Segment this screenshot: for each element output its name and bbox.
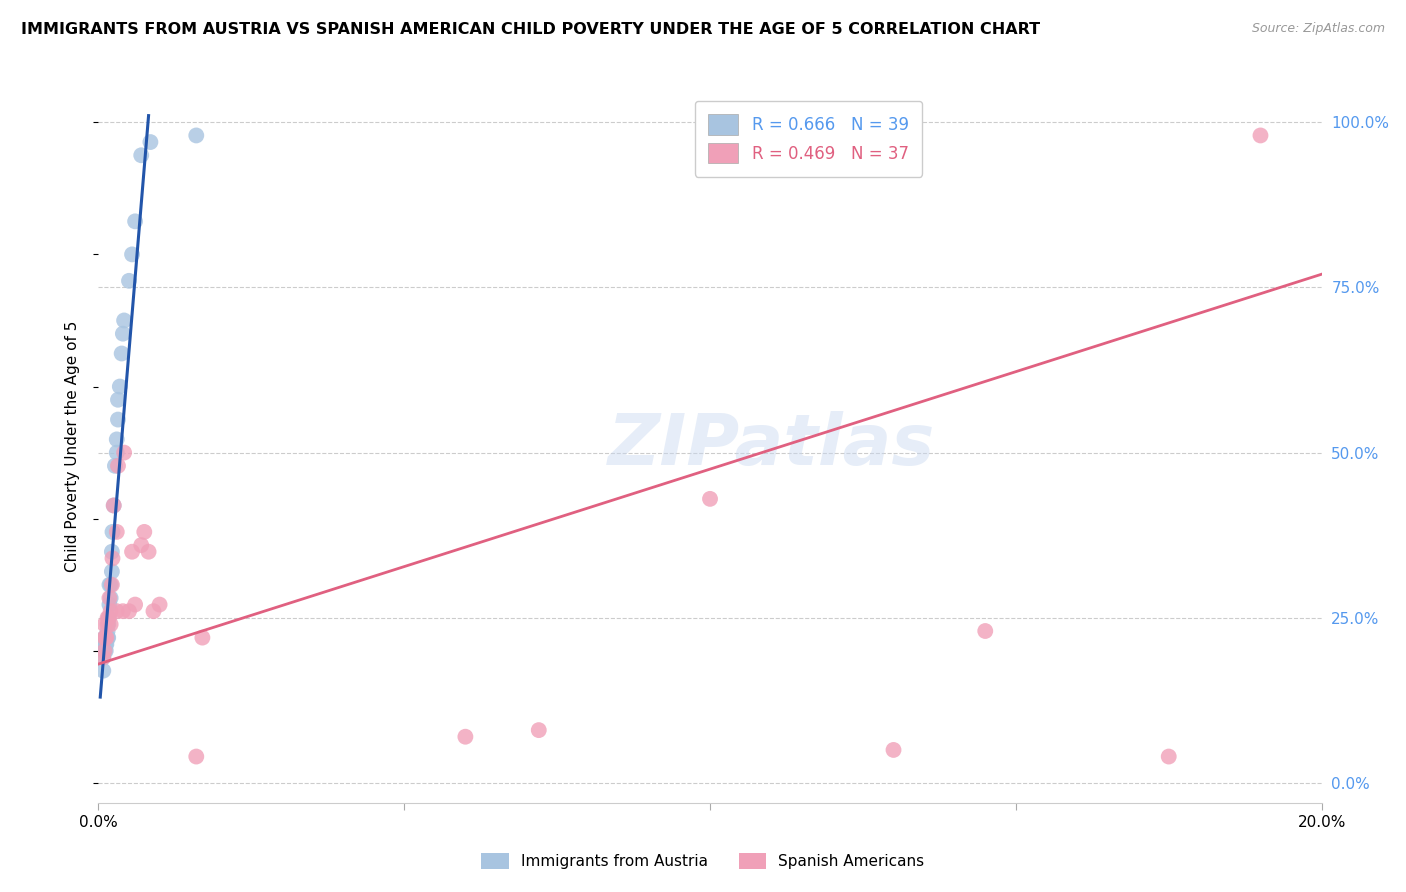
Point — [974, 624, 997, 638]
Point — [97, 631, 120, 645]
Point — [107, 412, 129, 426]
Point — [97, 617, 120, 632]
Point — [97, 617, 120, 632]
Point — [91, 650, 114, 665]
Point — [97, 624, 120, 638]
Point — [527, 723, 550, 738]
Point — [134, 524, 156, 539]
Point — [96, 637, 118, 651]
Point — [93, 631, 115, 645]
Point — [94, 644, 117, 658]
Point — [142, 604, 165, 618]
Point — [1249, 128, 1271, 143]
Point — [94, 631, 117, 645]
Point — [454, 730, 477, 744]
Point — [111, 604, 134, 618]
Point — [93, 637, 115, 651]
Point — [105, 524, 128, 539]
Point — [93, 644, 115, 658]
Point — [129, 148, 152, 162]
Point — [103, 499, 125, 513]
Legend: R = 0.666   N = 39, R = 0.469   N = 37: R = 0.666 N = 39, R = 0.469 N = 37 — [695, 101, 922, 177]
Point — [94, 631, 117, 645]
Point — [97, 611, 120, 625]
Point — [108, 379, 131, 393]
Point — [112, 313, 135, 327]
Point — [98, 598, 121, 612]
Point — [118, 604, 141, 618]
Point — [97, 611, 120, 625]
Point — [94, 637, 117, 651]
Point — [883, 743, 905, 757]
Point — [100, 591, 122, 605]
Y-axis label: Child Poverty Under the Age of 5: Child Poverty Under the Age of 5 — [65, 320, 80, 572]
Point — [93, 644, 115, 658]
Point — [191, 631, 214, 645]
Point — [124, 214, 146, 228]
Point — [112, 445, 135, 459]
Point — [100, 578, 122, 592]
Point — [101, 565, 124, 579]
Point — [105, 445, 128, 459]
Point — [103, 499, 125, 513]
Point — [111, 346, 134, 360]
Point — [101, 551, 124, 566]
Point — [149, 598, 172, 612]
Point — [121, 247, 143, 261]
Point — [186, 128, 208, 143]
Point — [93, 631, 115, 645]
Text: ZIPatlas: ZIPatlas — [607, 411, 935, 481]
Point — [98, 578, 121, 592]
Point — [186, 749, 208, 764]
Text: IMMIGRANTS FROM AUSTRIA VS SPANISH AMERICAN CHILD POVERTY UNDER THE AGE OF 5 COR: IMMIGRANTS FROM AUSTRIA VS SPANISH AMERI… — [21, 22, 1040, 37]
Point — [139, 135, 162, 149]
Point — [107, 458, 129, 473]
Point — [93, 617, 115, 632]
Point — [129, 538, 152, 552]
Point — [93, 644, 115, 658]
Text: Source: ZipAtlas.com: Source: ZipAtlas.com — [1251, 22, 1385, 36]
Point — [97, 611, 120, 625]
Point — [97, 631, 120, 645]
Point — [105, 604, 128, 618]
Point — [121, 545, 143, 559]
Point — [96, 631, 118, 645]
Point — [101, 524, 124, 539]
Point — [96, 631, 118, 645]
Point — [101, 578, 124, 592]
Point — [107, 392, 129, 407]
Point — [105, 433, 128, 447]
Point — [100, 617, 122, 632]
Point — [104, 458, 127, 473]
Point — [98, 591, 121, 605]
Point — [138, 545, 160, 559]
Point — [699, 491, 721, 506]
Point — [100, 604, 122, 618]
Legend: Immigrants from Austria, Spanish Americans: Immigrants from Austria, Spanish America… — [475, 847, 931, 875]
Point — [91, 650, 114, 665]
Point — [1157, 749, 1180, 764]
Point — [118, 274, 141, 288]
Point — [111, 326, 134, 341]
Point — [91, 664, 114, 678]
Point — [101, 545, 124, 559]
Point — [124, 598, 146, 612]
